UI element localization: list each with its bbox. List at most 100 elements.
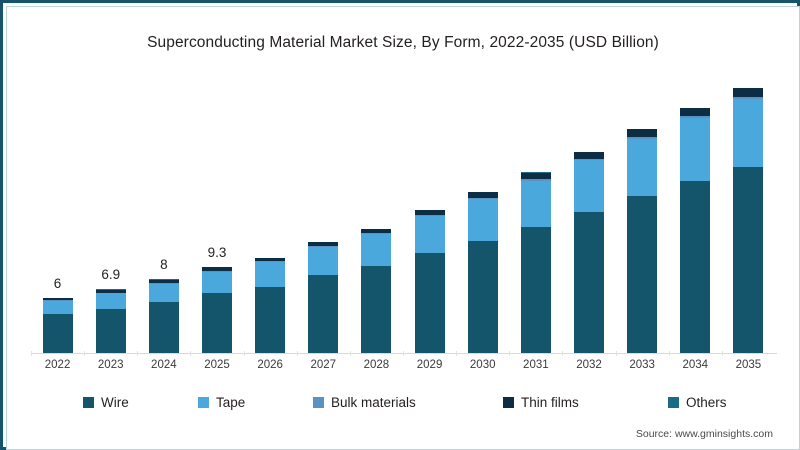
legend-label: Tape (216, 395, 246, 410)
x-axis-tick (721, 351, 723, 356)
bar-segment-2026-tape (255, 262, 286, 287)
x-axis-label-2025: 2025 (204, 359, 230, 371)
bar-segment-2023-wire (95, 309, 126, 354)
x-axis-tick (243, 351, 245, 356)
bar-2034[interactable] (680, 107, 711, 354)
data-label-2025: 9.3 (207, 244, 227, 260)
bar-segment-2024-wire (148, 302, 179, 354)
x-axis-tick (137, 351, 139, 356)
bar-segment-2035-thin-films (733, 88, 764, 98)
bar-2025[interactable] (202, 266, 232, 354)
legend-label: Bulk materials (331, 395, 416, 410)
x-axis-label-2033: 2033 (629, 359, 655, 371)
bar-segment-2030-bulk-materials (467, 198, 498, 200)
bar-2033[interactable] (627, 129, 658, 354)
bar-2029[interactable] (414, 209, 445, 354)
bar-segment-2022-wire (42, 313, 73, 354)
bar-segment-2030-thin-films (467, 192, 498, 199)
x-axis-label-2029: 2029 (416, 359, 443, 371)
bar-segment-2024-others (148, 279, 179, 280)
chart-title: Superconducting Material Market Size, By… (147, 34, 659, 51)
x-axis-tick (509, 351, 511, 356)
x-axis-tick (84, 351, 86, 356)
bar-segment-2034-wire (680, 180, 711, 354)
legend-item-thin-films[interactable]: Thin films (503, 395, 579, 410)
bar-segment-2032-wire (574, 211, 604, 354)
legend-label: Thin films (521, 395, 579, 410)
bar-segment-2026-thin-films (255, 257, 286, 262)
bar-segment-2023-thin-films (95, 289, 126, 293)
x-axis-tick (403, 351, 404, 356)
bar-segment-2030-wire (467, 240, 498, 354)
bar-segment-2028-wire (361, 265, 392, 354)
bar-segment-2026-wire (255, 286, 286, 354)
legend-swatch-icon (198, 397, 209, 408)
x-axis-tick (668, 351, 670, 356)
bar-segment-2034-thin-films (680, 107, 711, 117)
data-label-2022: 6 (53, 275, 62, 291)
bar-2023[interactable] (95, 289, 126, 354)
x-axis-label-2032: 2032 (576, 359, 602, 371)
bar-2026[interactable] (255, 257, 286, 354)
bar-segment-2024-thin-films (148, 279, 179, 284)
bar-segment-2027-bulk-materials (308, 246, 339, 248)
bar-2022[interactable] (42, 297, 73, 354)
x-axis-label-2026: 2026 (257, 359, 283, 371)
legend-item-others[interactable]: Others (668, 395, 727, 410)
bar-2027[interactable] (308, 241, 339, 354)
bar-2030[interactable] (467, 192, 498, 354)
bar-segment-2024-tape (148, 283, 179, 303)
bar-segment-2029-tape (414, 216, 445, 253)
bar-segment-2031-thin-films (520, 172, 551, 180)
chart-inner-border (6, 6, 800, 450)
bar-segment-2025-wire (202, 293, 232, 354)
bar-segment-2032-thin-films (574, 151, 604, 159)
bar-segment-2028-bulk-materials (361, 233, 392, 235)
bar-segment-2022-thin-films (42, 297, 73, 301)
x-axis-label-2034: 2034 (682, 359, 709, 371)
chart-legend: Wire Tape Bulk materials Thin films Others (3, 395, 800, 411)
legend-item-wire[interactable]: Wire (83, 395, 129, 410)
bar-segment-2029-bulk-materials (414, 215, 445, 217)
x-axis-label-2035: 2035 (735, 359, 762, 371)
x-axis-tick (562, 351, 564, 356)
bar-segment-2035-tape (733, 99, 764, 167)
bar-segment-2027-thin-films (308, 242, 339, 247)
data-label-2023: 6.9 (101, 267, 121, 283)
bar-segment-2028-thin-films (361, 228, 392, 234)
bar-2032[interactable] (574, 151, 604, 354)
bar-2024[interactable] (148, 279, 179, 354)
x-axis-label-2028: 2028 (363, 359, 390, 371)
x-axis-tick (456, 351, 458, 356)
bar-segment-2026-bulk-materials (255, 261, 286, 263)
bar-segment-2031-tape (520, 180, 551, 227)
bar-segment-2027-tape (308, 247, 339, 276)
bar-segment-2024-bulk-materials (148, 283, 179, 284)
bar-segment-2022-tape (42, 300, 73, 314)
x-axis-tick (349, 351, 351, 356)
x-axis-label-2030: 2030 (469, 359, 496, 371)
bar-2031[interactable] (520, 172, 551, 354)
legend-item-bulk-materials[interactable]: Bulk materials (313, 395, 416, 410)
bar-segment-2031-bulk-materials (520, 179, 551, 181)
x-axis-label-2023: 2023 (97, 359, 124, 371)
bar-segment-2031-wire (520, 226, 551, 354)
bar-2035[interactable] (733, 88, 764, 354)
legend-swatch-icon (668, 397, 679, 408)
bar-segment-2033-thin-films (627, 129, 658, 137)
bar-2028[interactable] (361, 228, 392, 354)
bar-segment-2028-tape (361, 234, 392, 266)
x-axis-tick (296, 351, 298, 356)
bar-segment-2033-bulk-materials (627, 136, 658, 139)
bar-segment-2032-bulk-materials (574, 158, 604, 161)
x-axis-label-2024: 2024 (151, 359, 177, 371)
x-axis-tick (190, 351, 192, 356)
bar-segment-2033-wire (627, 195, 658, 354)
bar-segment-2025-tape (202, 271, 232, 294)
bar-segment-2033-tape (627, 138, 658, 196)
legend-item-tape[interactable]: Tape (198, 395, 245, 410)
x-axis-line (31, 353, 777, 354)
bar-segment-2027-wire (308, 275, 339, 354)
bar-segment-2032-tape (574, 160, 604, 212)
